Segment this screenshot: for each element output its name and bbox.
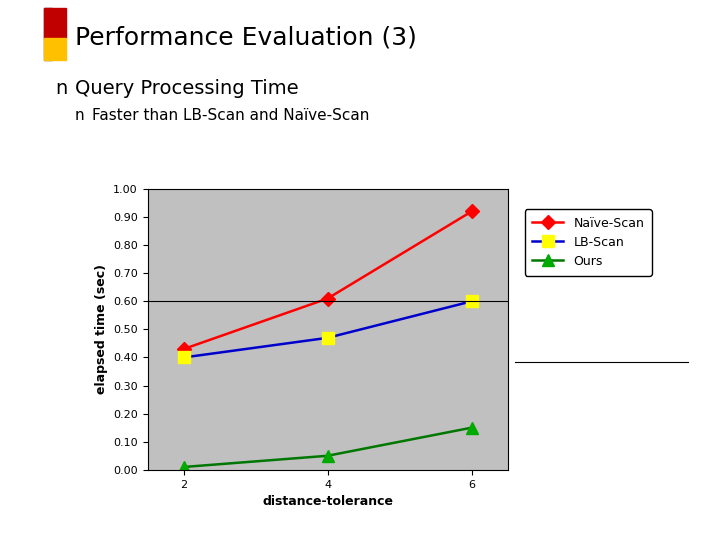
Ours bbox=[179, 464, 188, 470]
Bar bbox=[44, 38, 66, 60]
Text: Performance Evaluation (3): Performance Evaluation (3) bbox=[75, 26, 417, 50]
Text: n: n bbox=[75, 107, 85, 123]
LB-Scan bbox=[467, 298, 476, 305]
Ours bbox=[323, 453, 332, 459]
Line: Ours: Ours bbox=[178, 422, 477, 472]
X-axis label: distance-tolerance: distance-tolerance bbox=[262, 495, 393, 508]
Text: n: n bbox=[55, 78, 67, 98]
Naïve-Scan bbox=[467, 208, 476, 215]
Ours bbox=[467, 424, 476, 431]
LB-Scan bbox=[179, 354, 188, 361]
LB-Scan bbox=[323, 335, 332, 341]
Y-axis label: elapsed time (sec): elapsed time (sec) bbox=[94, 265, 107, 394]
Text: Faster than LB-Scan and Naïve-Scan: Faster than LB-Scan and Naïve-Scan bbox=[92, 107, 369, 123]
Naïve-Scan bbox=[179, 346, 188, 352]
Text: Query Processing Time: Query Processing Time bbox=[75, 78, 299, 98]
Line: LB-Scan: LB-Scan bbox=[178, 296, 477, 363]
Naïve-Scan bbox=[323, 295, 332, 302]
Bar bbox=[44, 8, 52, 60]
Legend: Naïve-Scan, LB-Scan, Ours: Naïve-Scan, LB-Scan, Ours bbox=[525, 210, 652, 276]
Line: Naïve-Scan: Naïve-Scan bbox=[179, 207, 477, 354]
Bar bbox=[44, 8, 66, 38]
